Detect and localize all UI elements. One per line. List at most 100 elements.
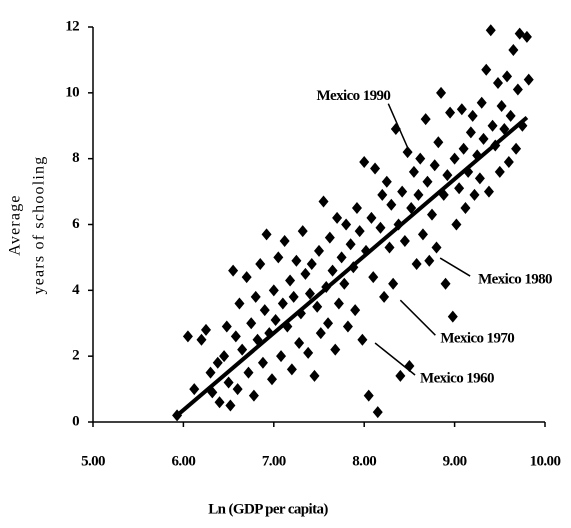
- annotation-label: Mexico 1990: [317, 88, 391, 104]
- data-point: [279, 234, 290, 247]
- data-point: [363, 389, 374, 402]
- data-point: [483, 185, 494, 198]
- data-point: [214, 396, 225, 409]
- data-point: [476, 96, 487, 109]
- data-point: [336, 251, 347, 264]
- data-point: [323, 317, 334, 330]
- data-point: [447, 310, 458, 323]
- data-point: [304, 287, 315, 300]
- data-point: [339, 277, 350, 290]
- data-point: [440, 277, 451, 290]
- data-point: [402, 146, 413, 159]
- data-point: [212, 356, 223, 369]
- data-point: [273, 251, 284, 264]
- data-point: [379, 290, 390, 303]
- data-point: [354, 225, 365, 238]
- data-point: [276, 350, 287, 363]
- data-point: [243, 366, 254, 379]
- data-point: [481, 63, 492, 76]
- data-point: [422, 175, 433, 188]
- data-point: [467, 109, 478, 122]
- data-point: [314, 244, 324, 257]
- data-point: [237, 343, 248, 356]
- annotation-pointer: [439, 257, 471, 277]
- data-point: [381, 175, 392, 188]
- data-point: [424, 254, 435, 267]
- annotation-label: Mexico 1970: [440, 331, 514, 347]
- data-point: [285, 274, 296, 287]
- data-point: [277, 297, 288, 310]
- data-point: [474, 172, 485, 185]
- data-point: [291, 254, 302, 267]
- data-point: [368, 271, 379, 284]
- data-point: [505, 109, 516, 122]
- data-point: [255, 258, 266, 270]
- data-point: [388, 277, 399, 290]
- data-point: [521, 30, 532, 43]
- y-tick-label: 8: [72, 150, 79, 166]
- data-point: [375, 221, 386, 234]
- data-point: [429, 159, 440, 172]
- data-point: [523, 73, 534, 86]
- data-point: [436, 86, 447, 99]
- data-point: [230, 330, 241, 343]
- data-point: [511, 142, 522, 155]
- x-tick-label: 7.00: [262, 453, 286, 469]
- data-point: [246, 317, 257, 330]
- data-point: [318, 195, 329, 208]
- data-point: [286, 363, 297, 376]
- data-point: [312, 300, 323, 313]
- data-point: [449, 152, 460, 165]
- data-point: [384, 241, 395, 254]
- data-point: [502, 70, 513, 83]
- data-point: [270, 313, 281, 326]
- data-point: [332, 211, 343, 224]
- data-point: [303, 346, 314, 359]
- data-point: [456, 103, 467, 116]
- data-point: [351, 202, 362, 215]
- data-point: [433, 136, 444, 149]
- data-point: [417, 228, 428, 241]
- annotation-pointer: [387, 103, 411, 155]
- y-axis-label: years of schooling: [31, 156, 48, 295]
- x-tick-label: 8.00: [352, 453, 376, 469]
- data-point: [196, 333, 207, 346]
- x-tick-label: 10.00: [530, 453, 561, 469]
- data-point: [420, 113, 431, 126]
- data-point: [372, 406, 383, 419]
- data-point: [268, 284, 279, 297]
- data-point: [451, 218, 462, 231]
- data-point: [225, 399, 236, 412]
- data-point: [189, 383, 200, 396]
- data-point: [345, 238, 356, 251]
- data-point: [232, 383, 243, 396]
- data-point: [413, 188, 424, 201]
- data-point: [327, 264, 338, 277]
- y-tick-label: 2: [72, 348, 79, 364]
- data-point: [408, 165, 419, 178]
- data-point: [359, 155, 370, 168]
- data-point: [315, 327, 326, 340]
- data-point: [508, 44, 519, 57]
- data-point: [395, 369, 406, 382]
- data-point: [399, 234, 410, 247]
- annotation-label: Mexico 1960: [420, 370, 494, 386]
- x-tick-label: 9.00: [443, 453, 467, 469]
- data-point: [342, 320, 353, 333]
- data-point: [442, 169, 453, 182]
- data-point: [300, 267, 311, 280]
- data-point: [503, 155, 514, 168]
- annotation-label: Mexico 1980: [478, 272, 552, 288]
- data-point: [221, 320, 232, 333]
- data-point: [248, 389, 259, 402]
- data-point: [487, 119, 498, 132]
- annotation-pointer: [399, 299, 436, 336]
- data-point: [460, 202, 471, 215]
- trend-line: [175, 115, 529, 417]
- data-point: [377, 188, 388, 201]
- data-point: [223, 376, 234, 389]
- data-point: [415, 152, 426, 165]
- data-point: [492, 76, 503, 89]
- data-point: [370, 162, 381, 175]
